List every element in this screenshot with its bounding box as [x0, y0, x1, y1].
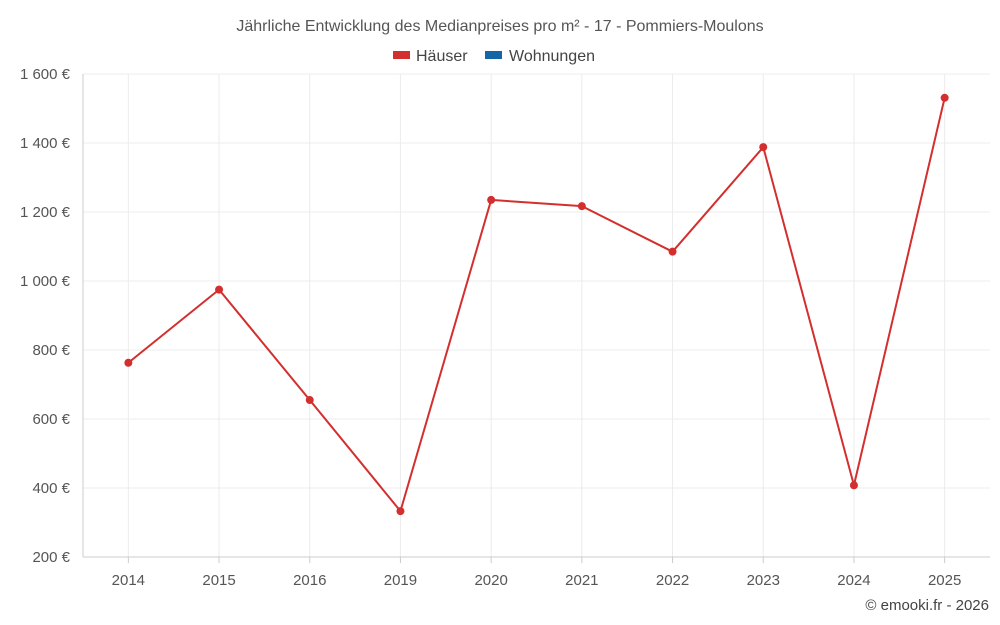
legend-item-wohnungen[interactable]: Wohnungen — [485, 48, 595, 65]
credit-text: © emooki.fr - 2026 — [865, 597, 989, 614]
x-tick-label: 2014 — [112, 572, 145, 589]
axes: 1 600 € 1 400 € 1 200 € 1 000 € 800 € 600 € 40… — [20, 66, 990, 589]
chart-title: Jährliche Entwicklung des Medianpreises … — [236, 18, 763, 35]
x-tick-label: 2020 — [474, 572, 507, 589]
x-tick-label: 2024 — [837, 572, 870, 589]
x-tick-label: 2019 — [384, 572, 417, 589]
y-tick-label: 1 400 € — [20, 135, 71, 152]
y-tick-label: 1 200 € — [20, 204, 71, 221]
y-tick-label: 1 600 € — [20, 66, 71, 83]
x-tick-label: 2016 — [293, 572, 326, 589]
data-point[interactable] — [849, 481, 858, 490]
y-tick-label: 600 € — [32, 411, 70, 428]
data-point[interactable] — [124, 358, 133, 367]
series-line — [127, 97, 946, 513]
x-tick-label: 2025 — [928, 572, 961, 589]
legend: Häuser Wohnungen — [393, 48, 595, 65]
data-point[interactable] — [487, 195, 496, 204]
data-point[interactable] — [940, 93, 949, 102]
y-tick-label: 200 € — [32, 549, 70, 566]
y-tick-label: 1 000 € — [20, 273, 71, 290]
legend-label-haeuser: Häuser — [416, 48, 468, 65]
grid — [83, 73, 990, 558]
data-point[interactable] — [668, 247, 677, 256]
x-tick-label: 2015 — [202, 572, 235, 589]
y-tick-label: 800 € — [32, 342, 70, 359]
x-tick-label: 2023 — [747, 572, 780, 589]
series-haeuser — [124, 93, 949, 516]
y-tick-label: 400 € — [32, 480, 70, 497]
data-point[interactable] — [305, 396, 314, 405]
legend-label-wohnungen: Wohnungen — [509, 48, 595, 65]
legend-swatch-wohnungen — [485, 51, 502, 59]
data-point[interactable] — [759, 143, 768, 152]
data-point[interactable] — [396, 507, 405, 516]
legend-item-haeuser[interactable]: Häuser — [393, 48, 468, 65]
x-tick-label: 2021 — [565, 572, 598, 589]
x-tick-label: 2022 — [656, 572, 689, 589]
data-point[interactable] — [577, 202, 586, 211]
legend-swatch-haeuser — [393, 51, 410, 59]
data-point[interactable] — [215, 285, 224, 294]
